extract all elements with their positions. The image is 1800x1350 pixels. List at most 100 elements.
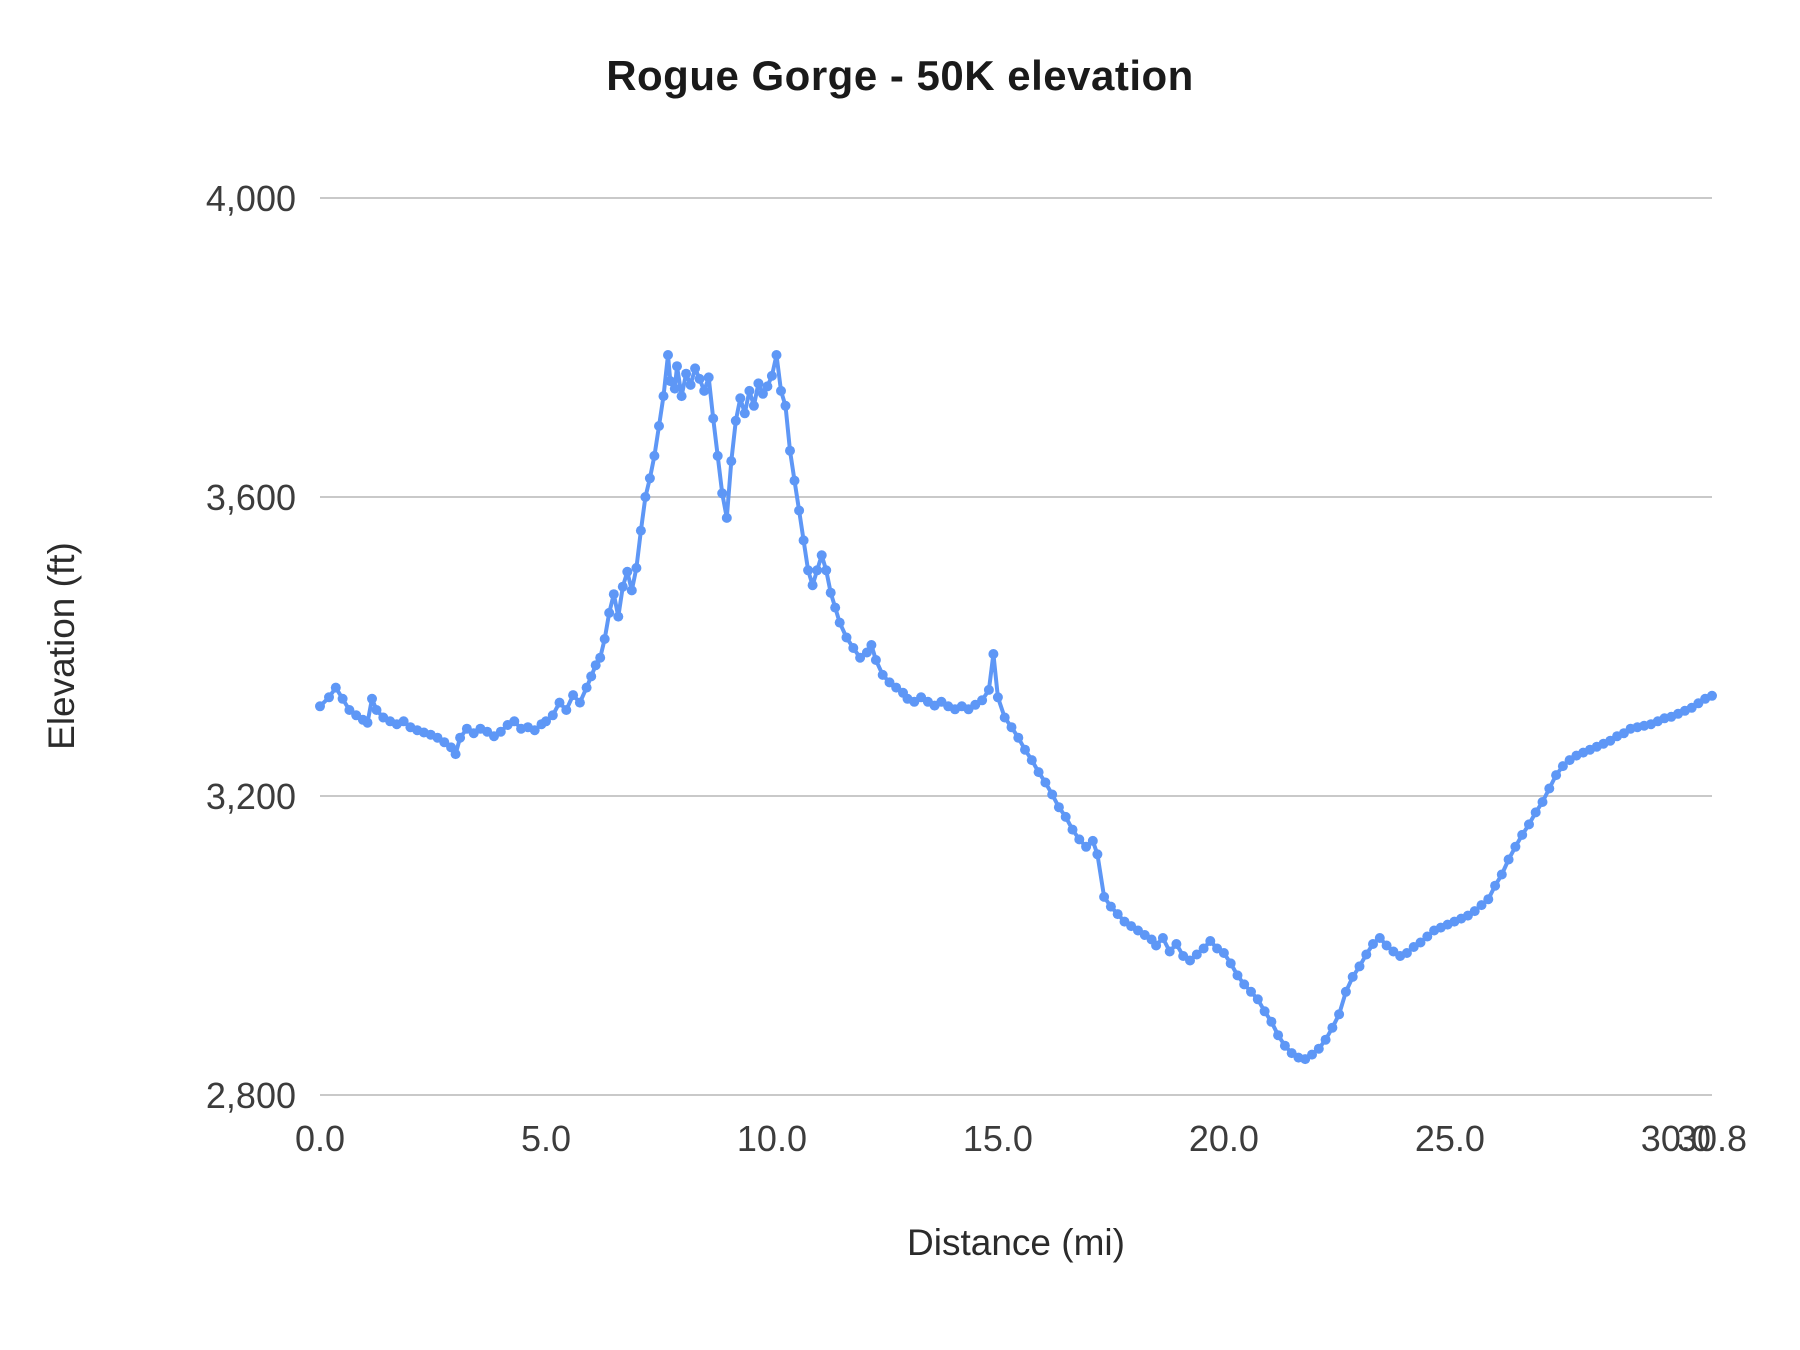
data-point-marker [992, 692, 1003, 703]
data-point-marker [1340, 986, 1351, 997]
data-point-marker [622, 566, 633, 577]
data-point-marker [1320, 1034, 1331, 1045]
data-point-marker [1496, 869, 1507, 880]
data-point-marker [541, 716, 551, 727]
data-point-marker [595, 652, 606, 663]
data-point-marker [762, 381, 773, 392]
data-point-marker [1259, 1006, 1270, 1017]
data-point-marker [690, 363, 701, 374]
data-point-marker [495, 726, 506, 737]
data-point-marker [1171, 939, 1182, 949]
x-tick-label: 5.0 [521, 1118, 571, 1159]
data-point-marker [581, 682, 592, 693]
data-point-marker [855, 652, 866, 663]
data-point-marker [807, 580, 818, 591]
y-tick-label: 2,800 [206, 1075, 296, 1116]
data-point-marker [344, 705, 355, 715]
data-point-marker [665, 376, 676, 387]
data-point-marker [1307, 1049, 1317, 1060]
data-point-marker [721, 512, 732, 523]
y-tick-label: 3,200 [206, 776, 296, 817]
data-point-marker [644, 473, 655, 484]
data-point-marker [1232, 970, 1243, 981]
data-point-marker [1503, 854, 1514, 865]
data-point-marker [744, 385, 755, 396]
data-point-marker [1060, 811, 1071, 822]
data-point-marker [1313, 1043, 1324, 1054]
data-point-marker [789, 475, 800, 486]
data-point-marker [1517, 829, 1528, 840]
data-point-marker [685, 379, 696, 390]
data-point-marker [848, 643, 859, 653]
data-point-marker [1415, 937, 1426, 948]
data-point-marker [554, 697, 565, 708]
x-tick-label: 25.0 [1415, 1118, 1485, 1159]
data-point-marker [324, 692, 334, 703]
data-point-marker [1151, 940, 1162, 951]
data-point-marker [748, 400, 759, 411]
data-point-marker [726, 456, 737, 467]
data-point-marker [631, 563, 642, 573]
data-point-marker [1327, 1022, 1338, 1033]
data-point-marker [1469, 906, 1480, 917]
data-point-marker [1354, 961, 1365, 972]
data-point-marker [681, 368, 692, 379]
data-point-marker [753, 378, 764, 389]
data-point-marker [1053, 802, 1064, 813]
data-point-marker [509, 716, 520, 727]
data-point-marker [812, 565, 823, 576]
data-point-marker [699, 385, 710, 396]
data-point-marker [1252, 994, 1263, 1005]
data-point-marker [830, 602, 841, 613]
data-point-marker [739, 408, 750, 419]
data-point-marker [1074, 834, 1085, 845]
data-point-marker [599, 634, 610, 644]
x-tick-label: 20.0 [1189, 1118, 1259, 1159]
data-point-marker [640, 492, 651, 502]
x-tick-label: 15.0 [963, 1118, 1033, 1159]
chart-title: Rogue Gorge - 50K elevation [606, 52, 1194, 99]
data-point-marker [988, 649, 999, 659]
x-axis-title: Distance (mi) [907, 1222, 1125, 1263]
data-point-marker [1361, 949, 1372, 960]
data-point-marker [455, 732, 466, 743]
data-point-marker [1279, 1040, 1290, 1051]
y-tick-label: 4,000 [206, 178, 296, 219]
data-point-marker [803, 565, 814, 576]
data-point-marker [362, 717, 373, 728]
data-point-marker [1266, 1016, 1277, 1027]
data-point-marker [635, 525, 646, 536]
data-point-marker [891, 682, 902, 693]
y-tick-label: 3,600 [206, 477, 296, 518]
data-point-marker [1033, 767, 1044, 778]
data-point-marker [1557, 761, 1568, 772]
data-point-marker [1092, 849, 1103, 860]
data-point-marker [798, 535, 809, 546]
data-point-marker [439, 737, 450, 748]
data-point-marker [1047, 789, 1058, 800]
data-point-marker [1530, 807, 1541, 818]
data-point-marker [654, 421, 664, 431]
data-point-marker [821, 565, 832, 576]
data-point-marker [712, 450, 723, 461]
data-point-marker [371, 705, 382, 715]
data-point-marker [1239, 979, 1250, 990]
data-point-marker [1112, 909, 1123, 920]
data-point-marker [1368, 939, 1378, 949]
data-point-marker [1544, 783, 1555, 794]
data-point-marker [604, 607, 615, 618]
data-point-marker [1087, 835, 1098, 846]
data-point-marker [1067, 824, 1078, 835]
data-point-marker [1157, 933, 1168, 943]
data-point-marker [586, 671, 597, 682]
data-point-marker [694, 373, 705, 384]
data-point-marker [983, 684, 994, 695]
data-point-marker [708, 413, 719, 424]
data-point-marker [1483, 894, 1494, 905]
data-point-marker [590, 660, 601, 671]
data-point-marker [1246, 986, 1256, 997]
data-point-marker [1707, 690, 1717, 701]
data-point-marker [1081, 841, 1092, 852]
data-point-marker [1218, 948, 1229, 958]
